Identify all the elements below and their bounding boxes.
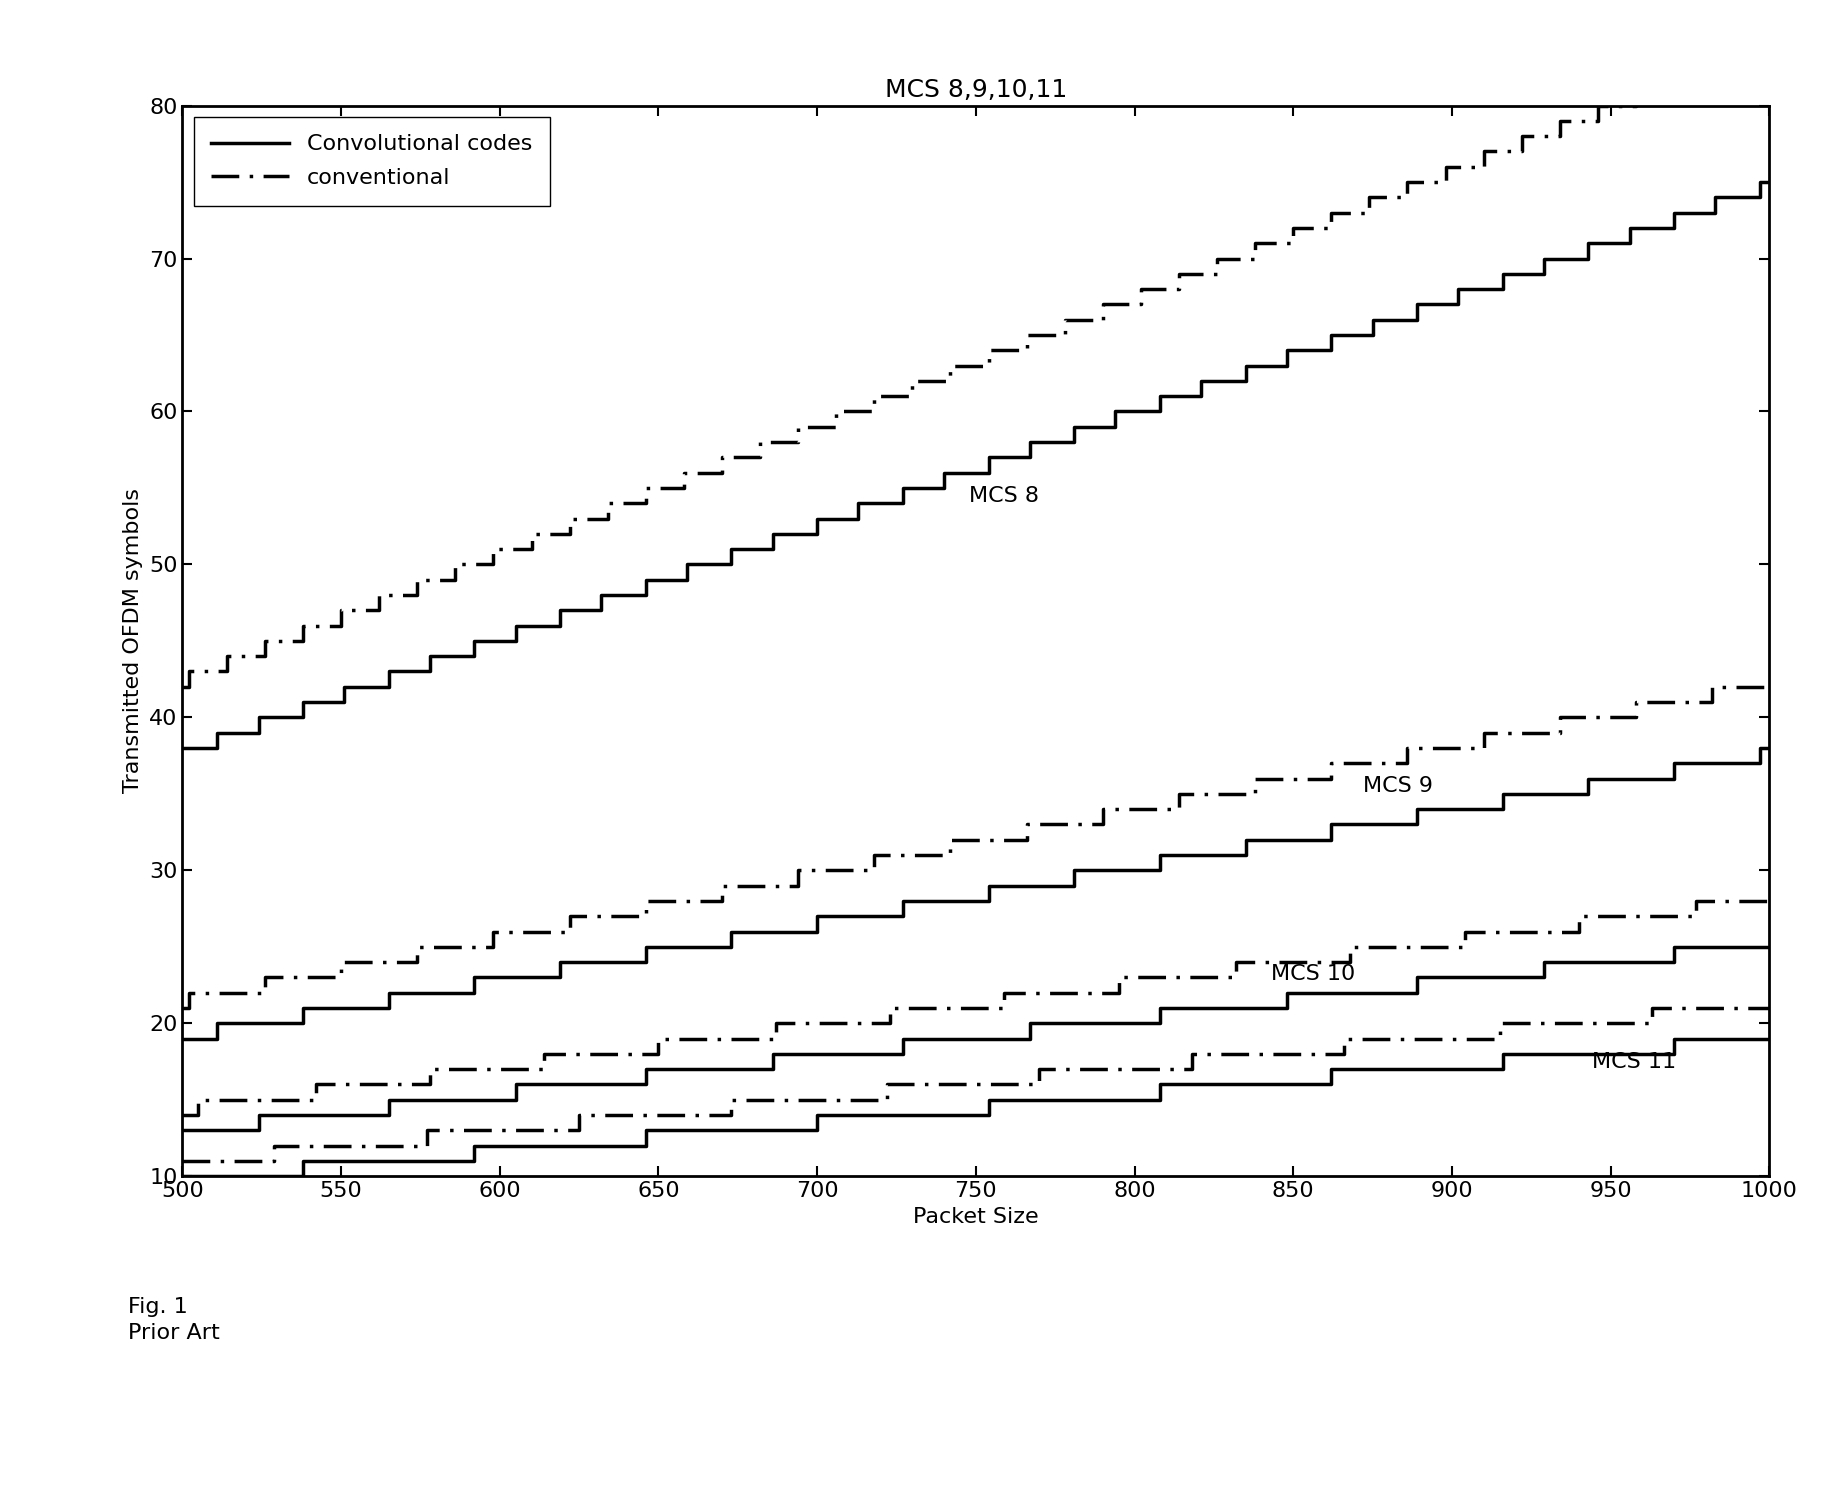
Text: MCS 8: MCS 8 bbox=[970, 486, 1039, 505]
Legend: Convolutional codes, conventional: Convolutional codes, conventional bbox=[193, 116, 551, 205]
Text: Fig. 1
Prior Art: Fig. 1 Prior Art bbox=[128, 1297, 219, 1344]
Text: MCS 10: MCS 10 bbox=[1271, 964, 1354, 985]
Text: MCS 11: MCS 11 bbox=[1591, 1051, 1675, 1072]
Y-axis label: Transmitted OFDM symbols: Transmitted OFDM symbols bbox=[124, 489, 144, 793]
X-axis label: Packet Size: Packet Size bbox=[913, 1206, 1037, 1226]
Title: MCS 8,9,10,11: MCS 8,9,10,11 bbox=[884, 78, 1066, 103]
Text: MCS 9: MCS 9 bbox=[1362, 777, 1433, 796]
